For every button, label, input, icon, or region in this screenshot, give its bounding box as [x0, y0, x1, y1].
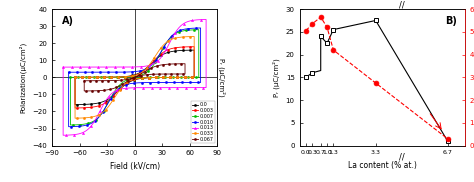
0.033 — [72, 117, 78, 119]
0.010 — [82, 71, 88, 73]
0.007 — [196, 29, 201, 31]
0.033 — [87, 76, 93, 78]
0.067 — [182, 63, 188, 65]
0.067 — [82, 90, 87, 92]
0.067 — [148, 67, 154, 69]
0.010 — [66, 71, 72, 73]
0.013 — [203, 18, 209, 21]
0.0 — [79, 103, 85, 106]
0.0 — [72, 76, 78, 78]
0.003 — [117, 76, 122, 78]
Line: 0.033: 0.033 — [74, 35, 195, 119]
0.013 — [114, 66, 119, 68]
Line: 0.010: 0.010 — [68, 27, 201, 128]
0.007 — [119, 82, 125, 84]
0.003 — [191, 46, 197, 48]
0.003 — [120, 85, 126, 87]
Text: //: // — [399, 1, 405, 9]
0.067 — [82, 80, 87, 82]
Line: 0.013: 0.013 — [62, 18, 207, 136]
0.007 — [153, 61, 158, 63]
0.010 — [153, 59, 159, 61]
Text: A): A) — [62, 16, 74, 26]
0.067 — [94, 90, 100, 92]
0.013 — [60, 66, 66, 68]
Line: 0.003: 0.003 — [74, 46, 195, 109]
0.003 — [87, 106, 93, 108]
0.033 — [191, 35, 197, 38]
0.007 — [84, 122, 90, 125]
0.033 — [117, 76, 122, 78]
0.067 — [94, 80, 100, 82]
Legend: 0.0, 0.003, 0.007, 0.010, 0.013, 0.033, 0.067: 0.0, 0.003, 0.007, 0.010, 0.013, 0.033, … — [191, 101, 215, 143]
0.013 — [68, 134, 74, 136]
0.0 — [191, 49, 197, 51]
0.067 — [82, 80, 87, 82]
0.0 — [117, 76, 122, 78]
0.010 — [73, 125, 79, 128]
0.003 — [87, 76, 93, 78]
0.013 — [118, 88, 123, 90]
0.013 — [60, 66, 66, 68]
Line: 0.007: 0.007 — [69, 29, 200, 126]
0.033 — [72, 76, 78, 78]
0.033 — [120, 85, 126, 87]
X-axis label: Field (kV/cm): Field (kV/cm) — [109, 162, 160, 171]
0.013 — [60, 134, 66, 136]
0.013 — [79, 66, 84, 68]
X-axis label: La content (% at.): La content (% at.) — [347, 161, 417, 170]
0.007 — [68, 76, 73, 78]
0.013 — [155, 60, 161, 62]
0.007 — [84, 76, 90, 78]
0.003 — [72, 76, 78, 78]
0.007 — [68, 124, 73, 126]
Text: //: // — [399, 152, 405, 161]
0.003 — [79, 107, 85, 109]
Text: B): B) — [445, 16, 456, 26]
0.033 — [72, 76, 78, 78]
0.0 — [87, 76, 93, 78]
0.003 — [72, 107, 78, 109]
0.067 — [122, 82, 128, 84]
0.007 — [75, 124, 81, 126]
Y-axis label: Pᵣ (μC/cm²): Pᵣ (μC/cm²) — [273, 58, 280, 97]
0.0 — [72, 76, 78, 78]
0.0 — [151, 60, 157, 62]
Y-axis label: Polarization(μC/cm²): Polarization(μC/cm²) — [19, 42, 27, 113]
0.033 — [151, 57, 157, 59]
Y-axis label: Pᵣ (μC/cm²): Pᵣ (μC/cm²) — [218, 58, 226, 97]
0.010 — [119, 86, 125, 88]
0.010 — [198, 27, 203, 29]
0.013 — [79, 132, 84, 134]
Line: 0.0: 0.0 — [74, 49, 195, 106]
0.067 — [119, 79, 125, 81]
0.010 — [115, 71, 121, 73]
0.003 — [72, 76, 78, 78]
0.007 — [68, 76, 73, 78]
0.033 — [79, 117, 85, 119]
0.010 — [66, 126, 72, 128]
0.033 — [87, 116, 93, 118]
0.010 — [66, 71, 72, 73]
0.007 — [116, 76, 121, 78]
0.0 — [120, 86, 126, 88]
0.0 — [72, 104, 78, 106]
0.067 — [87, 90, 93, 92]
0.0 — [87, 103, 93, 105]
0.003 — [151, 60, 157, 62]
Line: 0.067: 0.067 — [83, 63, 186, 92]
0.010 — [82, 124, 88, 126]
